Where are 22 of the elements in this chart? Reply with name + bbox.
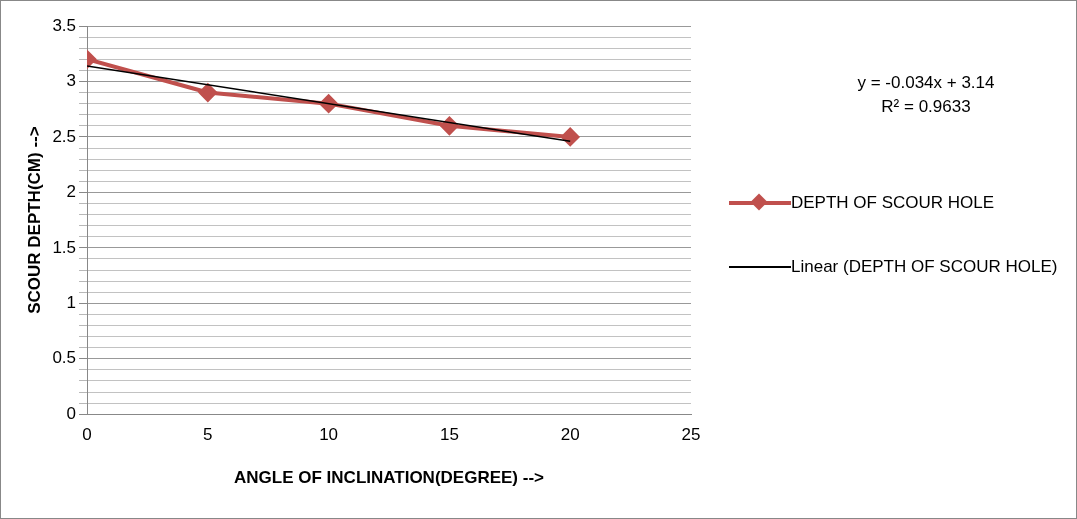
y-tick-label: 3.5: [52, 15, 77, 35]
x-tick-label: 5: [203, 425, 213, 445]
x-axis-title: ANGLE OF INCLINATION(DEGREE) -->: [234, 468, 545, 488]
y-tick-label: 0: [66, 403, 77, 423]
text: y = -0.034x + 3.14: [856, 72, 996, 94]
y-tick-label: 2: [66, 182, 77, 202]
point: [561, 127, 580, 146]
y-tick-label: 1.5: [52, 237, 77, 257]
y-tick-label: 3: [66, 71, 77, 91]
x-tick-label: 20: [560, 425, 580, 445]
x-tick-label: 25: [681, 425, 701, 445]
legend-label: Linear (DEPTH OF SCOUR HOLE): [791, 256, 1058, 278]
x-tick-label: 0: [82, 425, 92, 445]
x-tick-label: 15: [439, 425, 459, 445]
y-tick-label: 0.5: [52, 348, 77, 368]
point: [198, 83, 217, 102]
y-tick-label: 2.5: [52, 126, 77, 146]
x-tick-label: 10: [319, 425, 339, 445]
text: R² = 0.9633: [880, 96, 972, 118]
legend-label: DEPTH OF SCOUR HOLE: [791, 192, 995, 214]
y-axis-title: SCOUR DEPTH(CM) -->: [24, 126, 44, 314]
y-tick-label: 1: [66, 292, 77, 312]
